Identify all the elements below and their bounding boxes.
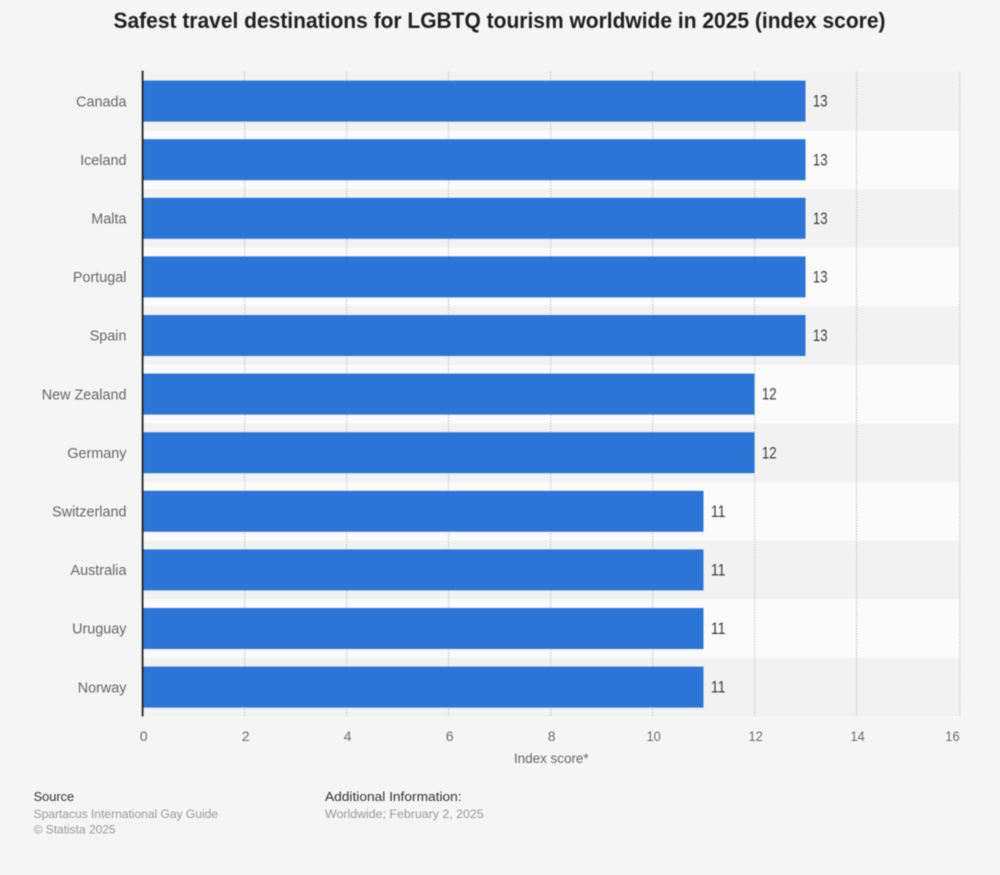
svg-text:Iceland: Iceland (80, 153, 126, 169)
svg-text:Malta: Malta (91, 212, 126, 228)
svg-text:Safest travel destinations for: Safest travel destinations for LGBTQ tou… (114, 8, 886, 33)
svg-text:0: 0 (140, 728, 148, 744)
svg-text:14: 14 (850, 728, 864, 744)
svg-text:Germany: Germany (67, 446, 127, 462)
svg-text:11: 11 (711, 561, 726, 580)
svg-text:Uruguay: Uruguay (72, 622, 127, 638)
svg-text:Canada: Canada (76, 94, 126, 110)
svg-text:16: 16 (945, 728, 959, 744)
svg-text:13: 13 (813, 326, 828, 345)
svg-text:4: 4 (344, 728, 352, 744)
svg-text:Australia: Australia (71, 563, 127, 579)
svg-text:Spain: Spain (90, 329, 127, 345)
svg-text:Additional Information:: Additional Information: (325, 789, 462, 804)
svg-text:11: 11 (711, 678, 726, 697)
svg-text:11: 11 (711, 502, 726, 521)
svg-text:13: 13 (813, 92, 828, 111)
svg-text:Switzerland: Switzerland (52, 505, 126, 521)
svg-text:Spartacus International Gay Gu: Spartacus International Gay Guide (34, 807, 219, 821)
svg-text:13: 13 (813, 209, 828, 228)
svg-text:12: 12 (748, 728, 762, 744)
svg-text:12: 12 (762, 385, 777, 404)
svg-text:2: 2 (242, 728, 250, 744)
svg-text:6: 6 (446, 728, 454, 744)
svg-text:13: 13 (813, 268, 828, 287)
svg-text:New Zealand: New Zealand (42, 387, 127, 403)
svg-text:8: 8 (548, 728, 556, 744)
svg-text:Source: Source (34, 789, 75, 804)
svg-text:Index score*: Index score* (514, 751, 589, 766)
svg-text:© Statista 2025: © Statista 2025 (34, 822, 116, 836)
svg-text:Worldwide; February 2, 2025: Worldwide; February 2, 2025 (325, 807, 484, 821)
svg-text:12: 12 (762, 443, 777, 462)
svg-text:10: 10 (646, 728, 660, 744)
svg-text:Portugal: Portugal (73, 270, 127, 286)
svg-text:13: 13 (813, 150, 828, 169)
svg-text:Norway: Norway (78, 680, 128, 696)
svg-text:11: 11 (711, 619, 726, 638)
